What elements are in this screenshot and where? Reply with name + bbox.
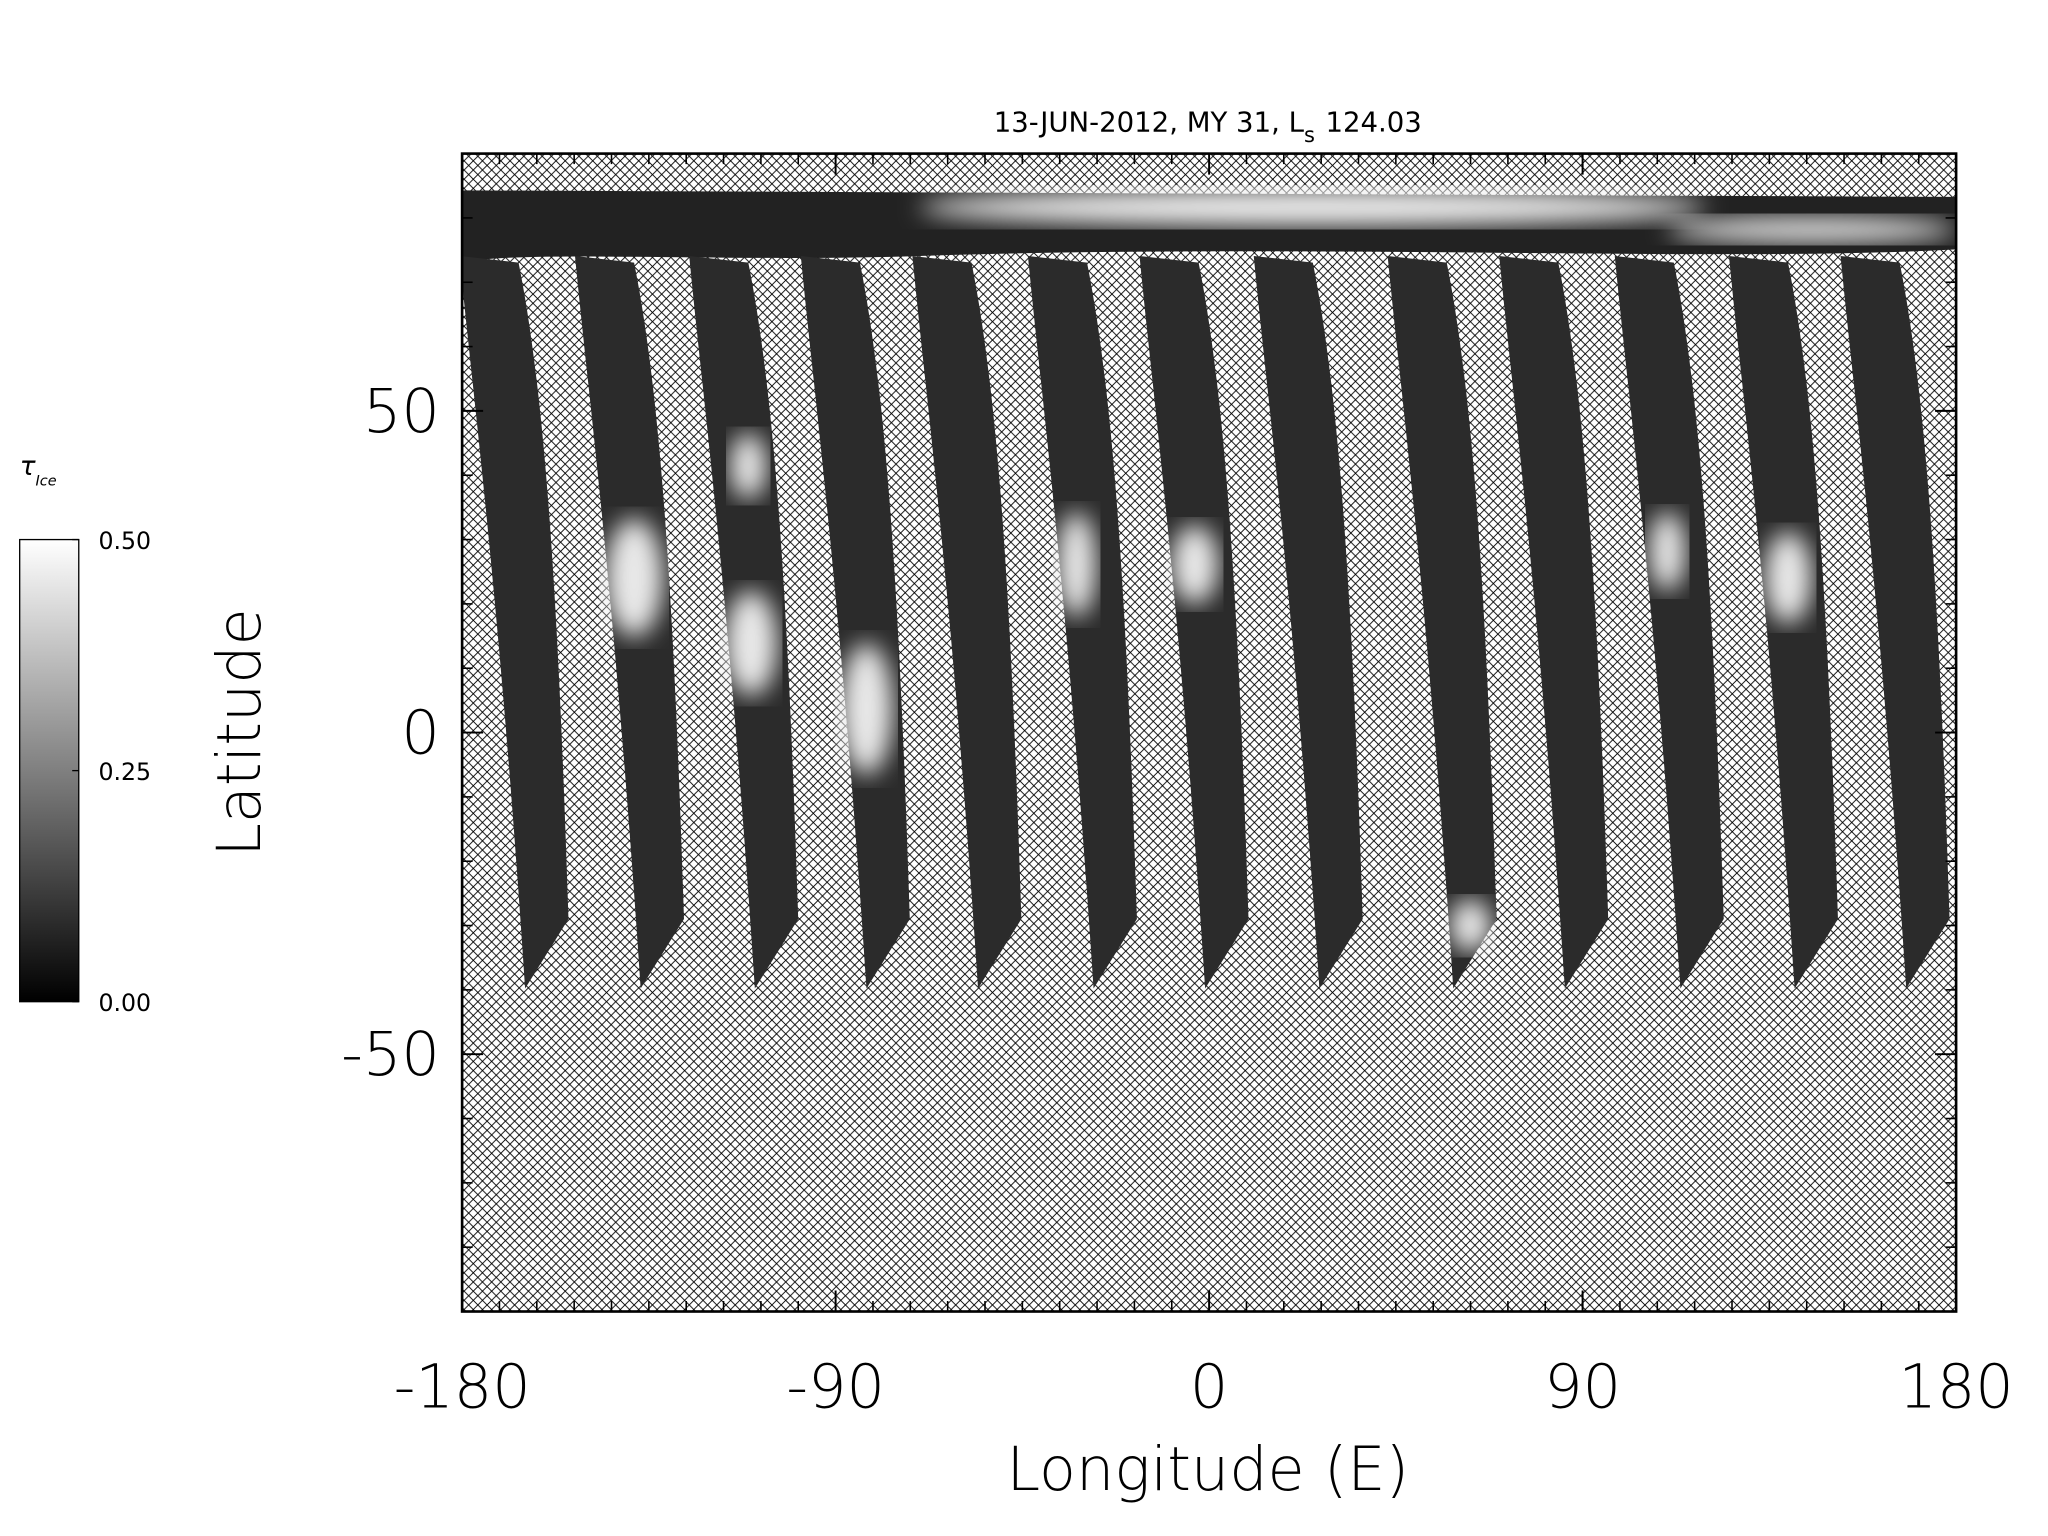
map-image: [462, 153, 1957, 1312]
chart-title: 13-JUN-2012, MY 31, Ls 124.03: [994, 106, 1422, 147]
polar-ice: [1667, 216, 1957, 243]
swaths: [462, 256, 1950, 989]
title-subscript: s: [1304, 123, 1315, 147]
title-value: 124.03: [1325, 106, 1421, 138]
cloud: [1648, 512, 1686, 591]
y-tick-label: 50: [363, 377, 440, 447]
polar-ice: [918, 189, 1707, 226]
swath: [462, 256, 569, 989]
swath: [800, 256, 910, 989]
colorbar-tick-label: 0.25: [98, 758, 151, 786]
x-tick-label: 180: [1898, 1352, 2013, 1422]
colorbar: [19, 538, 80, 1003]
swath: [1253, 256, 1363, 989]
cloud: [1171, 525, 1219, 604]
x-tick-label: 90: [1544, 1352, 1621, 1422]
cloud: [605, 518, 663, 637]
swath: [1499, 256, 1609, 989]
cloud: [1056, 512, 1097, 618]
swath: [1614, 256, 1724, 989]
colorbar-symbol: τ: [20, 452, 36, 482]
swath: [912, 256, 1022, 989]
x-axis-label: Longitude (E): [1006, 1435, 1409, 1505]
swath: [1840, 256, 1950, 989]
colorbar-tick-label: 0.50: [98, 527, 151, 555]
swath: [1027, 256, 1137, 989]
y-tick-label: 0: [401, 699, 439, 769]
title-text: 13-JUN-2012, MY 31, L: [994, 106, 1305, 138]
cloud: [1764, 531, 1812, 624]
x-tick-label: 0: [1190, 1352, 1228, 1422]
cloud: [840, 643, 893, 775]
swath: [1139, 256, 1249, 989]
y-tick-label: -50: [341, 1020, 440, 1090]
y-axis-label: Latitude: [205, 608, 275, 857]
cloud: [1449, 899, 1492, 952]
colorbar-subscript: Ice: [36, 474, 57, 490]
x-tick-label: -180: [394, 1352, 531, 1422]
cloud: [729, 433, 767, 499]
x-tick-label: -90: [786, 1352, 885, 1422]
colorbar-label: τIce: [20, 452, 57, 490]
cloud: [724, 590, 778, 696]
colorbar-tick-label: 0.00: [98, 989, 151, 1017]
swath: [1387, 256, 1497, 989]
